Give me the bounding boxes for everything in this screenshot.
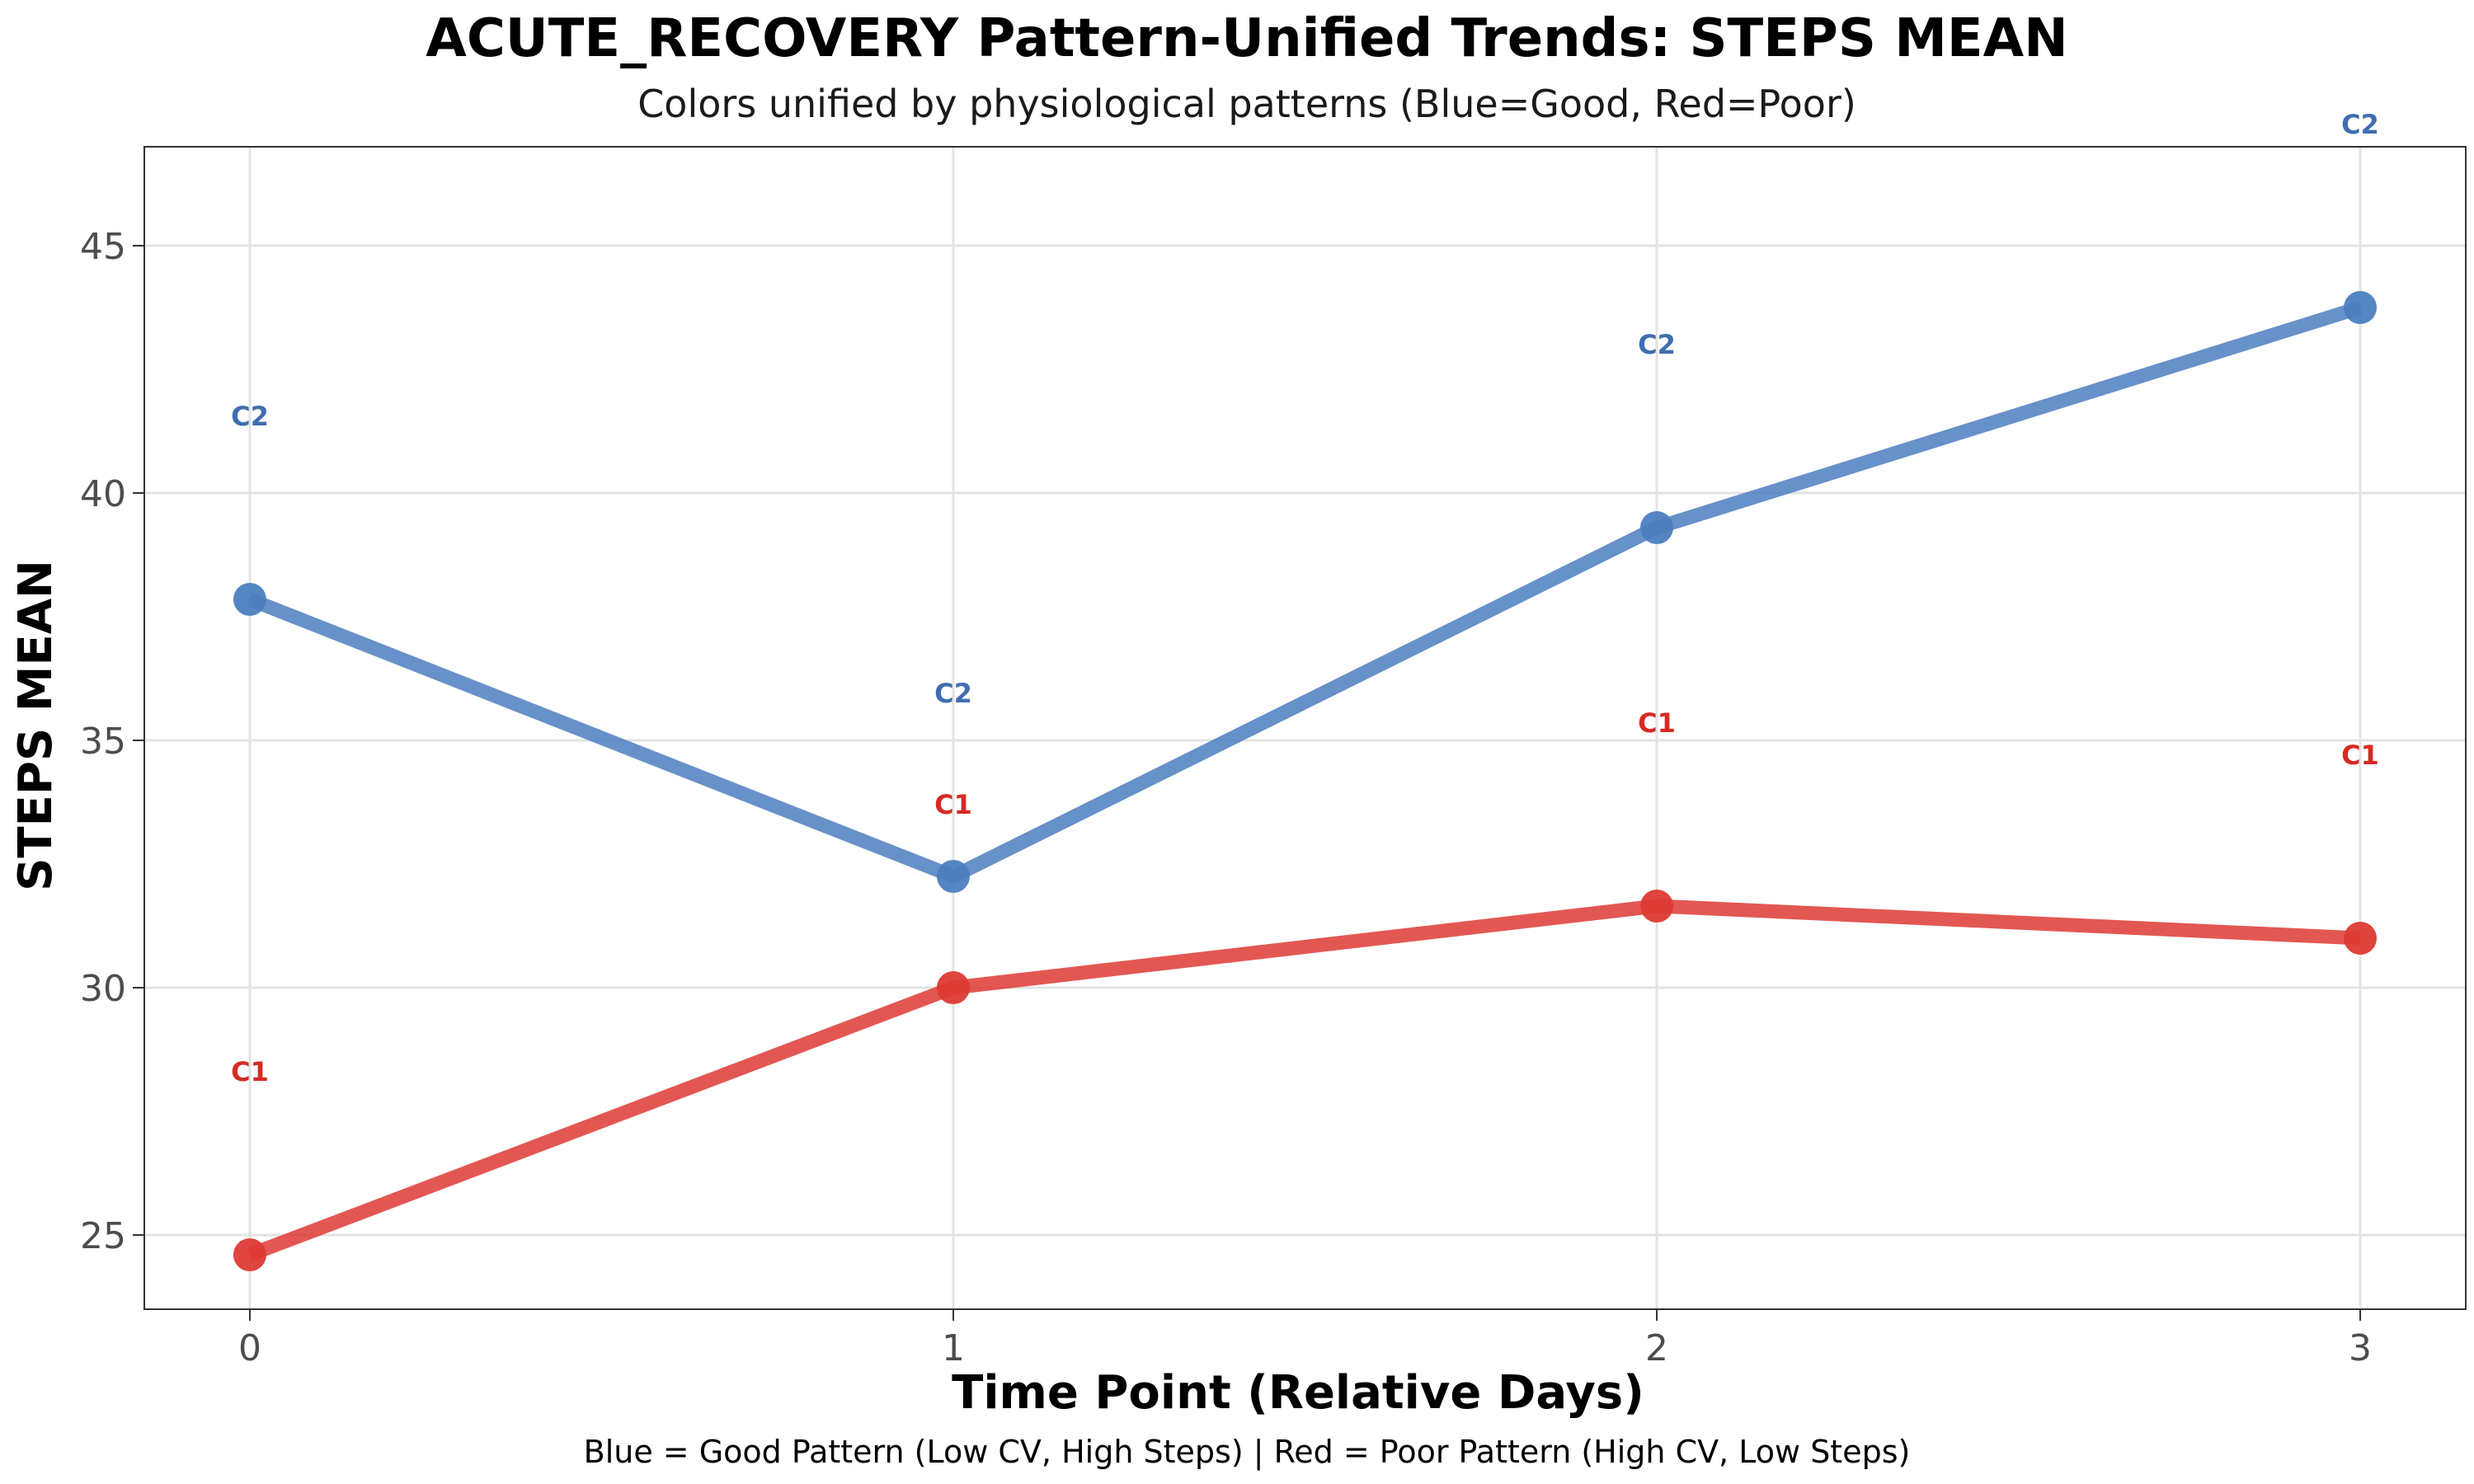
chart-caption: Blue = Good Pattern (Low CV, High Steps)… <box>584 1434 1911 1471</box>
y-tick-label: 35 <box>80 721 126 763</box>
chart-subtitle: Colors unified by physiological patterns… <box>637 82 1856 126</box>
point-label-c1: C1 <box>934 789 972 820</box>
data-points <box>233 291 2378 1271</box>
grid-lines <box>144 147 2466 1309</box>
data-point-c1 <box>233 1238 266 1271</box>
point-label-c2: C2 <box>2341 109 2379 140</box>
chart-title: ACUTE_RECOVERY Pattern-Unified Trends: S… <box>426 8 2067 69</box>
x-tick-label: 3 <box>2349 1327 2372 1369</box>
data-point-c1 <box>2344 922 2378 955</box>
series-lines <box>247 300 2363 1261</box>
x-tick-label: 2 <box>1645 1327 1668 1369</box>
axis-ticks: 25 30 35 40 45 0 1 2 3 <box>80 226 2372 1369</box>
series-line-c1 <box>247 899 2361 1261</box>
point-labels: C2 C2 C2 C2 C1 C1 C1 C1 <box>231 109 2379 1087</box>
data-point-c2 <box>233 583 266 616</box>
y-tick-label: 25 <box>80 1215 126 1257</box>
data-point-c2 <box>2344 291 2378 324</box>
point-label-c2: C2 <box>1638 329 1676 360</box>
y-tick-label: 45 <box>80 226 126 268</box>
data-point-c2 <box>936 860 970 893</box>
data-point-c1 <box>1640 890 1674 923</box>
point-label-c1: C1 <box>2341 740 2379 771</box>
data-point-c2 <box>1640 511 1674 544</box>
point-label-c2: C2 <box>231 401 269 432</box>
y-tick-label: 30 <box>80 968 126 1010</box>
point-label-c1: C1 <box>231 1056 269 1087</box>
x-tick-label: 0 <box>238 1327 261 1369</box>
point-label-c2: C2 <box>934 678 972 709</box>
x-axis-title: Time Point (Relative Days) <box>952 1366 1644 1420</box>
x-tick-label: 1 <box>942 1327 965 1369</box>
series-line-c2 <box>247 300 2363 884</box>
point-label-c1: C1 <box>1638 707 1676 739</box>
plot-frame <box>143 146 2467 1310</box>
y-axis-title: STEPS MEAN <box>9 560 63 891</box>
y-tick-label: 40 <box>80 473 126 515</box>
data-point-c1 <box>936 971 970 1004</box>
